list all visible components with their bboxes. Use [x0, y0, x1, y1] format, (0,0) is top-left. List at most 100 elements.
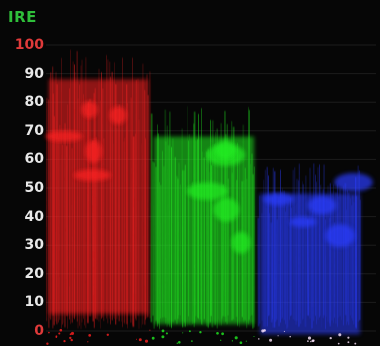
trace-streak: [298, 163, 300, 327]
trace-sparkle: [329, 336, 332, 340]
trace-streak: [138, 119, 140, 329]
trace-streak: [337, 196, 339, 318]
trace-streak: [118, 104, 121, 322]
trace-streak: [106, 59, 109, 324]
trace-streak: [292, 169, 295, 320]
trace-sparkle: [88, 334, 92, 337]
trace-sparkle: [231, 340, 234, 342]
trace-streak: [155, 166, 158, 321]
trace-streak: [293, 167, 296, 321]
trace-streak: [245, 178, 248, 329]
trace-sparkle: [234, 336, 238, 340]
trace-streak: [86, 101, 90, 324]
trace-streak: [103, 138, 105, 322]
trace-streak: [132, 136, 135, 327]
ire-tick-label: 70: [24, 122, 44, 139]
trace-streak: [49, 72, 52, 320]
trace-sparkle: [310, 340, 312, 343]
trace-sparkle: [253, 335, 255, 338]
trace-streak: [270, 222, 273, 323]
trace-streak: [168, 111, 171, 327]
trace-streak: [184, 164, 187, 327]
trace-sparkle: [307, 336, 312, 340]
trace-sparkle: [239, 341, 243, 345]
trace-sparkle: [191, 340, 193, 342]
waveform-plot: [45, 44, 376, 345]
trace-streak: [330, 193, 333, 321]
trace-blob: [231, 231, 251, 254]
trace-streak: [129, 97, 133, 323]
trace-sparkle: [277, 335, 279, 337]
trace-streak: [258, 195, 261, 324]
trace-sparkle: [70, 338, 73, 342]
trace-streak: [162, 166, 165, 318]
trace-streak: [353, 202, 355, 325]
trace-streak: [167, 145, 170, 325]
trace-streak: [281, 192, 283, 319]
trace-streak: [195, 140, 197, 317]
trace-blob: [213, 197, 240, 222]
trace-streak: [268, 213, 271, 316]
trace-sparkle: [69, 336, 72, 340]
trace-streak: [181, 170, 185, 328]
trace-streak: [68, 88, 71, 320]
trace-streak: [150, 113, 153, 323]
trace-streak: [271, 196, 274, 320]
trace-sparkle: [307, 340, 309, 342]
trace-sparkle: [70, 331, 75, 335]
trace-streak: [275, 219, 279, 320]
trace-streak: [193, 111, 196, 324]
trace-sparkle: [58, 332, 61, 335]
trace-sparkle: [261, 329, 265, 333]
trace-streak: [159, 184, 162, 319]
trace-blob: [186, 182, 228, 200]
trace-sparkle: [149, 329, 151, 331]
trace-blob: [289, 216, 317, 228]
waveform-trace-b: [257, 163, 373, 345]
ire-tick-label: 60: [24, 151, 44, 168]
trace-streak: [72, 61, 75, 318]
ire-tick-label: 80: [24, 94, 44, 111]
trace-sparkle: [289, 335, 291, 338]
trace-streak: [264, 169, 267, 327]
trace-streak: [174, 157, 177, 320]
trace-streak: [231, 172, 234, 321]
trace-streak: [179, 184, 181, 316]
trace-streak: [311, 210, 314, 329]
trace-streak: [135, 79, 138, 321]
trace-streak: [355, 195, 358, 329]
trace-streak: [166, 125, 169, 327]
trace-sparkle: [106, 333, 109, 336]
trace-streak: [177, 162, 180, 316]
trace-sparkle: [216, 331, 219, 335]
trace-sparkle: [354, 342, 357, 345]
trace-sparkle: [258, 338, 260, 340]
trace-streak: [290, 207, 293, 316]
trace-sparkle: [161, 335, 165, 339]
trace-sparkle: [338, 333, 342, 337]
trace-streak: [248, 109, 251, 320]
trace-streak: [347, 192, 350, 326]
trace-streak: [63, 123, 66, 328]
trace-streak: [357, 165, 360, 322]
waveform-trace-g: [150, 106, 256, 345]
trace-sparkle: [220, 339, 222, 341]
trace-streak: [147, 95, 149, 317]
trace-streak: [359, 199, 362, 321]
trace-streak: [251, 174, 255, 329]
ire-tick-label: 20: [24, 265, 44, 282]
trace-streak: [275, 193, 277, 322]
trace-sparkle: [55, 336, 58, 339]
trace-streak: [351, 195, 354, 321]
trace-streak: [266, 166, 269, 327]
trace-sparkle: [151, 336, 155, 340]
trace-streak: [84, 57, 87, 329]
trace-streak: [58, 124, 61, 320]
trace-streak: [153, 162, 156, 329]
trace-blob: [325, 224, 355, 248]
trace-streak: [124, 137, 126, 325]
trace-streak: [101, 88, 104, 318]
waveform-trace-r: [45, 49, 151, 345]
trace-streak: [302, 184, 304, 320]
